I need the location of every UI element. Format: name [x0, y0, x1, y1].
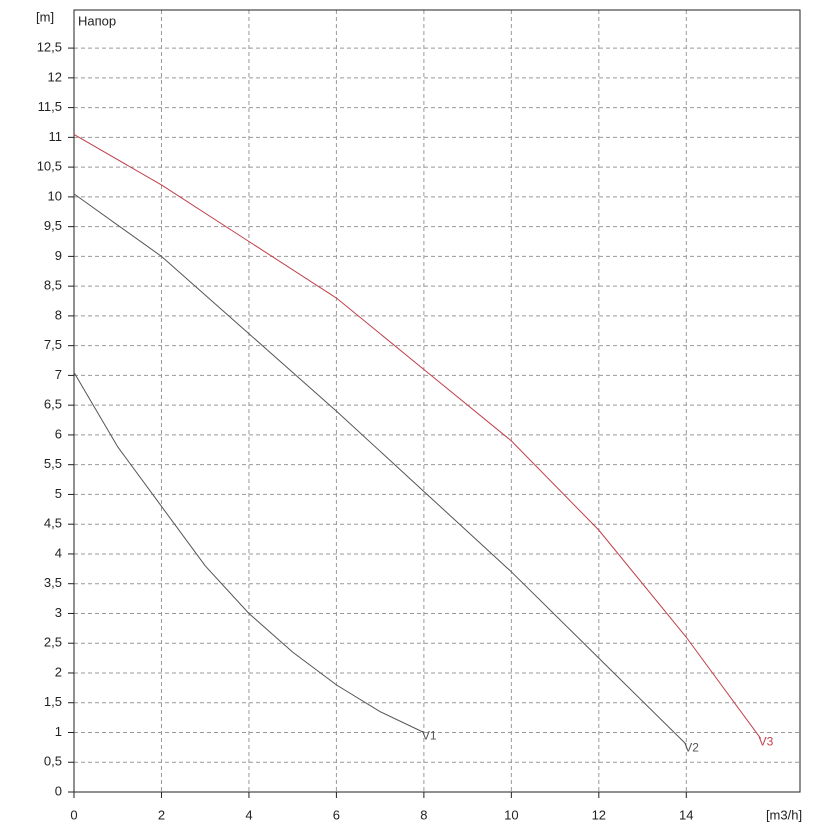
- curve: [73, 133, 762, 739]
- y-tick-label: 10: [48, 188, 62, 203]
- y-tick-label: 12: [48, 69, 62, 84]
- y-tick-label: 9: [55, 248, 62, 263]
- y-tick-label: 3,5: [44, 575, 62, 590]
- x-tick-label: 0: [70, 807, 77, 822]
- y-tick-label: 12,5: [37, 40, 62, 55]
- y-axis-label: [m]: [36, 9, 54, 24]
- x-tick-label: 12: [592, 807, 606, 822]
- y-tick-label: 1: [55, 724, 62, 739]
- y-tick-label: 1,5: [44, 694, 62, 709]
- y-tick-label: 7,5: [44, 337, 62, 352]
- y-tick-label: 6: [55, 426, 62, 441]
- y-tick-label: 8: [55, 307, 62, 322]
- y-tick-label: 2,5: [44, 635, 62, 650]
- curve: [73, 193, 687, 745]
- series-label: V1: [422, 729, 437, 743]
- y-tick-label: 9,5: [44, 218, 62, 233]
- y-tick-label: 2: [55, 664, 62, 679]
- y-tick-label: 10,5: [37, 159, 62, 174]
- x-axis-label: [m3/h]: [766, 807, 802, 822]
- series-label: V3: [759, 735, 774, 749]
- chart-title: Напор: [78, 13, 116, 28]
- y-tick-label: 6,5: [44, 397, 62, 412]
- y-tick-label: 0,5: [44, 754, 62, 769]
- curve: [73, 372, 425, 733]
- y-tick-label: 5: [55, 486, 62, 501]
- y-tick-label: 0: [55, 783, 62, 798]
- x-tick-label: 14: [679, 807, 693, 822]
- y-tick-label: 4,5: [44, 516, 62, 531]
- x-tick-label: 4: [245, 807, 252, 822]
- y-tick-label: 4: [55, 545, 62, 560]
- plot-frame: [73, 9, 801, 793]
- x-tick-label: 8: [420, 807, 427, 822]
- y-tick-label: 8,5: [44, 278, 62, 293]
- y-tick-label: 5,5: [44, 456, 62, 471]
- y-tick-label: 11: [49, 129, 63, 144]
- y-tick-label: 11,5: [38, 99, 62, 114]
- y-tick-label: 7: [55, 367, 62, 382]
- x-tick-label: 2: [158, 807, 165, 822]
- x-tick-label: 6: [333, 807, 340, 822]
- y-tick-label: 3: [55, 605, 62, 620]
- x-tick-label: 10: [504, 807, 518, 822]
- series-label: V2: [684, 741, 699, 755]
